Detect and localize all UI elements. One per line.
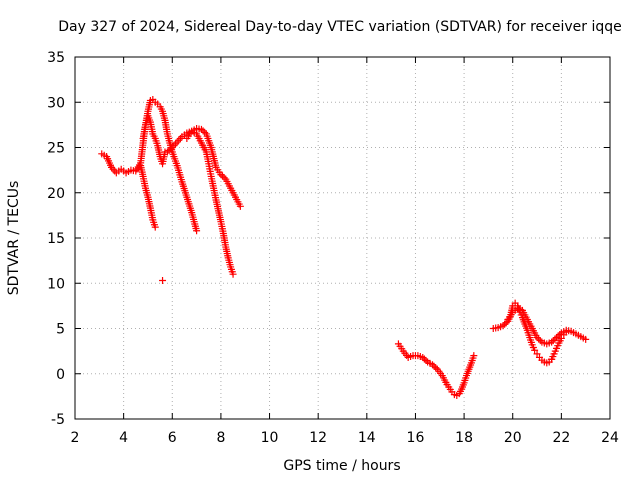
series-arc-5 — [183, 124, 244, 210]
data-points — [98, 96, 590, 399]
x-tick-label: 24 — [601, 430, 619, 446]
x-tick-label: 14 — [358, 430, 376, 446]
data-point-marker — [420, 355, 428, 363]
series-arc-7 — [489, 299, 556, 367]
data-point-marker — [430, 362, 438, 370]
series-outlier — [159, 277, 167, 285]
data-point-marker — [167, 145, 175, 153]
data-point-marker — [159, 277, 167, 285]
data-point-marker — [536, 337, 544, 345]
data-point-marker — [175, 136, 183, 144]
data-point-marker — [428, 361, 436, 369]
x-tick-label: 12 — [309, 430, 327, 446]
y-tick-label: 0 — [56, 367, 65, 383]
data-point-marker — [219, 172, 227, 180]
data-point-marker — [502, 319, 510, 327]
series-arc-2 — [137, 162, 159, 231]
chart-title: Day 327 of 2024, Sidereal Day-to-day VTE… — [58, 19, 622, 35]
series-arc-4 — [163, 127, 237, 278]
y-tick-label: 5 — [56, 322, 65, 338]
series-arc-9 — [548, 328, 570, 363]
series-arc-3 — [139, 96, 201, 235]
data-point-marker — [470, 352, 478, 360]
y-tick-label: 25 — [47, 141, 65, 157]
y-tick-label: 35 — [47, 50, 65, 66]
series-arc-6 — [394, 340, 478, 399]
data-point-marker — [173, 138, 181, 146]
x-tick-label: 10 — [261, 430, 279, 446]
data-point-marker — [176, 134, 184, 142]
data-point-marker — [151, 223, 159, 231]
data-point-marker — [197, 125, 205, 133]
x-axis-label: GPS time / hours — [283, 458, 400, 474]
x-tick-label: 18 — [455, 430, 473, 446]
data-point-marker — [501, 320, 509, 328]
data-point-marker — [582, 335, 590, 343]
data-point-marker — [553, 334, 560, 342]
y-tick-label: -5 — [51, 412, 65, 428]
y-axis-label: SDTVAR / TECUs — [6, 181, 22, 296]
data-point-marker — [236, 202, 244, 210]
data-point-marker — [419, 353, 427, 361]
x-tick-label: 4 — [119, 430, 128, 446]
data-point-marker — [165, 147, 173, 155]
data-point-marker — [432, 364, 440, 372]
data-point-marker — [163, 148, 171, 156]
series-arc-1 — [98, 112, 169, 177]
x-tick-label: 8 — [216, 430, 225, 446]
y-tick-label: 15 — [47, 231, 65, 247]
data-point-marker — [217, 171, 225, 179]
x-tick-label: 22 — [552, 430, 570, 446]
data-point-marker — [422, 356, 430, 364]
series-arc-8 — [504, 305, 590, 348]
data-point-marker — [533, 334, 541, 342]
data-point-marker — [548, 338, 556, 346]
data-point-marker — [172, 140, 180, 148]
x-tick-label: 20 — [504, 430, 522, 446]
data-point-marker — [193, 227, 201, 235]
data-point-marker — [533, 350, 541, 358]
plot-frame — [74, 56, 611, 420]
data-point-marker — [531, 346, 539, 354]
data-point-marker — [220, 174, 228, 182]
grid-layer — [75, 57, 610, 419]
data-point-marker — [557, 334, 565, 342]
y-tick-label: 10 — [47, 276, 65, 292]
data-point-marker — [499, 322, 507, 330]
data-point-marker — [562, 328, 570, 336]
x-tick-label: 16 — [407, 430, 425, 446]
data-point-marker — [535, 335, 543, 343]
data-point-marker — [229, 270, 237, 278]
data-point-marker — [549, 337, 557, 345]
data-point-marker — [551, 335, 559, 343]
data-point-marker — [199, 127, 207, 135]
x-tick-label: 6 — [168, 430, 177, 446]
y-tick-label: 30 — [47, 95, 65, 111]
y-tick-label: 20 — [47, 186, 65, 202]
x-tick-label: 2 — [71, 430, 80, 446]
data-point-marker — [201, 128, 209, 136]
